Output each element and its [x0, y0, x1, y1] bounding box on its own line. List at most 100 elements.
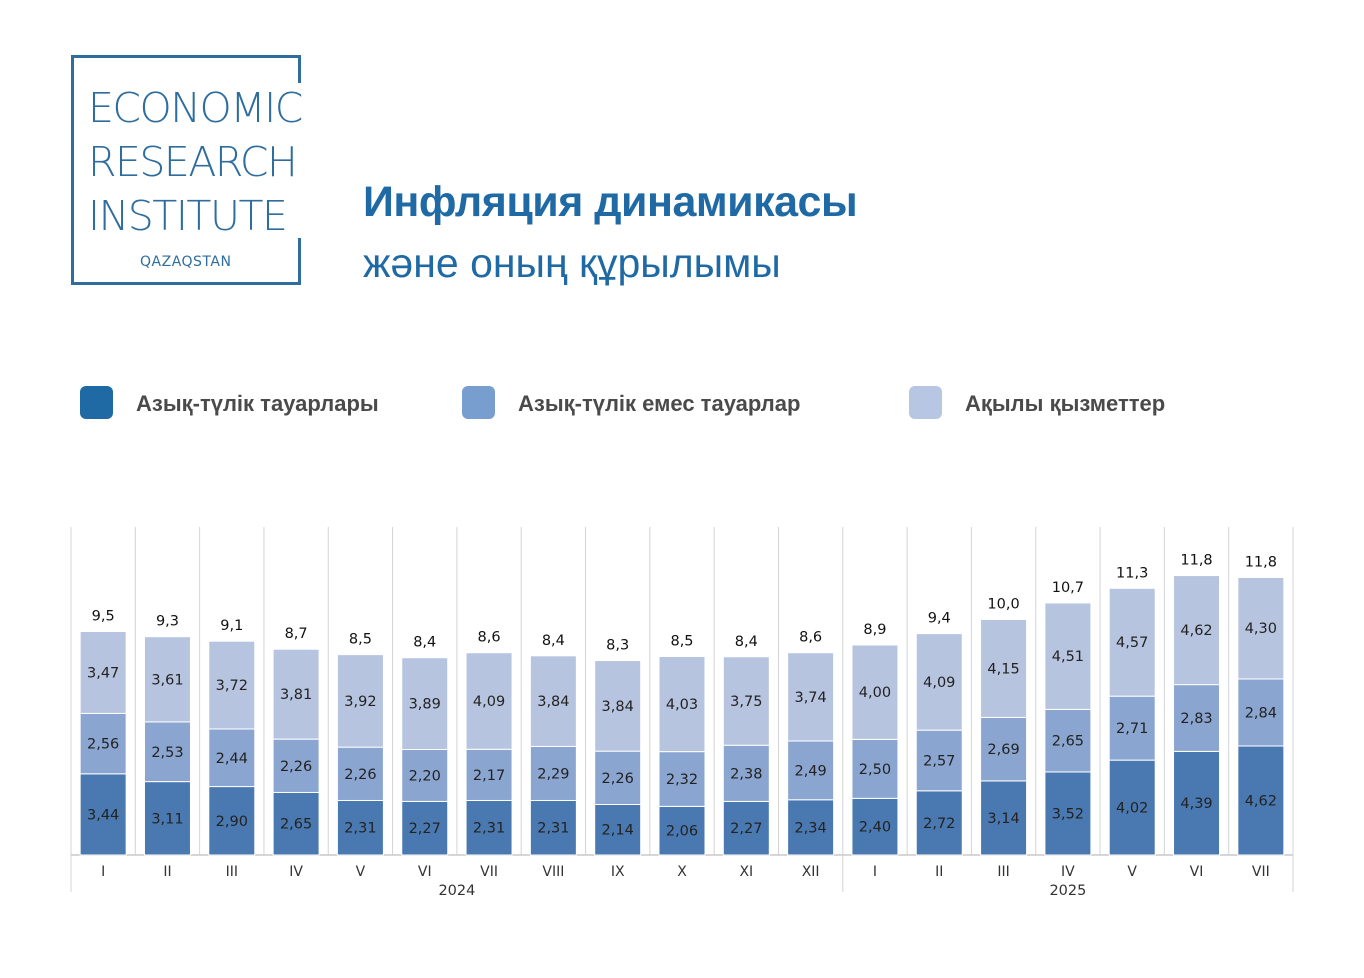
- segment-value-label: 2,44: [216, 751, 248, 767]
- bar-segment: [1108, 759, 1156, 856]
- segment-value-label: 2,26: [344, 767, 376, 783]
- segment-value-label: 4,62: [1245, 793, 1277, 809]
- x-tick-label: III: [226, 864, 238, 880]
- x-tick-label: II: [163, 864, 171, 880]
- logo-line-institute: INSTITUTE: [88, 192, 288, 240]
- total-value-label: 8,3: [606, 638, 629, 654]
- legend-swatch-services: [909, 386, 942, 419]
- bar-segment: [143, 721, 191, 783]
- bar-segment: [1237, 576, 1285, 680]
- bar-segment: [980, 716, 1028, 782]
- segment-value-label: 2,17: [473, 768, 505, 784]
- total-value-label: 8,7: [285, 626, 308, 642]
- bar-segment: [594, 660, 642, 752]
- legend-label-food: Азық-түлік тауарлары: [136, 391, 379, 416]
- legend-label-nonfood: Азық-түлік емес тауарлар: [518, 391, 801, 416]
- bar-segment: [1108, 695, 1156, 761]
- segment-value-label: 2,72: [923, 816, 955, 832]
- bar-segment: [1173, 750, 1221, 856]
- segment-value-label: 2,83: [1180, 711, 1212, 727]
- x-tick-label: I: [101, 864, 105, 880]
- bar-segment: [851, 644, 899, 740]
- bar-segment: [529, 655, 577, 747]
- segment-value-label: 4,02: [1116, 801, 1148, 817]
- bar-segment: [787, 740, 835, 801]
- segment-value-label: 4,39: [1180, 796, 1212, 812]
- segment-value-label: 3,72: [216, 678, 248, 694]
- bar-segment: [143, 781, 191, 856]
- segment-value-label: 2,20: [409, 768, 441, 784]
- bar-segment: [143, 636, 191, 723]
- bar-segment: [851, 738, 899, 799]
- segment-value-label: 2,40: [859, 820, 891, 836]
- total-value-label: 8,6: [799, 630, 822, 646]
- bar-segment: [980, 780, 1028, 856]
- bar-segment: [1237, 745, 1285, 856]
- x-tick-label: XII: [802, 864, 820, 880]
- segment-value-label: 2,31: [473, 821, 505, 837]
- segment-value-label: 2,14: [602, 823, 634, 839]
- bar-segment: [851, 797, 899, 856]
- segment-value-label: 3,74: [794, 690, 826, 706]
- x-tick-label: V: [1127, 864, 1137, 880]
- segment-value-label: 3,47: [87, 665, 119, 681]
- segment-value-label: 2,29: [537, 766, 569, 782]
- segment-value-label: 4,03: [666, 697, 698, 713]
- bar-segment: [79, 773, 127, 856]
- legend-swatch-nonfood: [462, 386, 495, 419]
- x-tick-label: IV: [289, 864, 303, 880]
- total-value-label: 8,4: [542, 633, 565, 649]
- segment-value-label: 3,75: [730, 694, 762, 710]
- total-value-label: 11,3: [1116, 565, 1148, 581]
- x-tick-label: VII: [480, 864, 498, 880]
- bar-segment: [1173, 575, 1221, 686]
- segment-value-label: 3,44: [87, 807, 119, 823]
- segment-value-label: 3,84: [602, 699, 634, 715]
- x-tick-label: VII: [1252, 864, 1270, 880]
- total-value-label: 8,5: [670, 634, 693, 650]
- logo-subtitle: QAZAQSTAN: [140, 254, 232, 270]
- segment-value-label: 2,90: [216, 814, 248, 830]
- year-group-label: 2025: [1049, 883, 1086, 899]
- bar-segment: [272, 648, 320, 740]
- x-tick-label: IV: [1061, 864, 1075, 880]
- segment-value-label: 3,14: [987, 811, 1019, 827]
- bar-segment: [787, 652, 835, 742]
- logo-line-research: RESEARCH: [88, 138, 298, 186]
- bar-segment: [401, 749, 449, 802]
- segment-value-label: 4,15: [987, 661, 1019, 677]
- bar-segment: [208, 728, 256, 788]
- segment-value-label: 2,06: [666, 824, 698, 840]
- x-tick-label: III: [997, 864, 1009, 880]
- bar-segment: [915, 790, 963, 856]
- year-group-label: 2024: [438, 883, 475, 899]
- x-tick-label: II: [935, 864, 943, 880]
- total-value-label: 9,4: [928, 611, 951, 627]
- segment-value-label: 4,00: [859, 685, 891, 701]
- segment-value-label: 3,84: [537, 694, 569, 710]
- bar-segment: [1044, 708, 1092, 773]
- bar-segment: [401, 800, 449, 856]
- segment-value-label: 4,57: [1116, 635, 1148, 651]
- segment-value-label: 3,81: [280, 687, 312, 703]
- segment-value-label: 2,38: [730, 766, 762, 782]
- total-value-label: 8,6: [478, 630, 501, 646]
- total-value-label: 9,3: [156, 614, 179, 630]
- legend-swatch-food: [80, 386, 113, 419]
- segment-value-label: 2,31: [537, 821, 569, 837]
- x-tick-label: VI: [418, 864, 432, 880]
- bar-segment: [465, 652, 513, 750]
- bar-segment: [658, 656, 706, 753]
- segment-value-label: 2,57: [923, 753, 955, 769]
- bar-segment: [787, 799, 835, 856]
- logo-line-economic: ECONOMIC: [88, 84, 303, 132]
- x-tick-label: VI: [1190, 864, 1204, 880]
- bar-segment: [915, 729, 963, 792]
- segment-value-label: 2,65: [1052, 734, 1084, 750]
- bar-segment: [722, 744, 770, 802]
- segment-value-label: 4,62: [1180, 623, 1212, 639]
- segment-value-label: 3,61: [151, 672, 183, 688]
- bar-segment: [722, 800, 770, 856]
- total-value-label: 8,4: [413, 635, 436, 651]
